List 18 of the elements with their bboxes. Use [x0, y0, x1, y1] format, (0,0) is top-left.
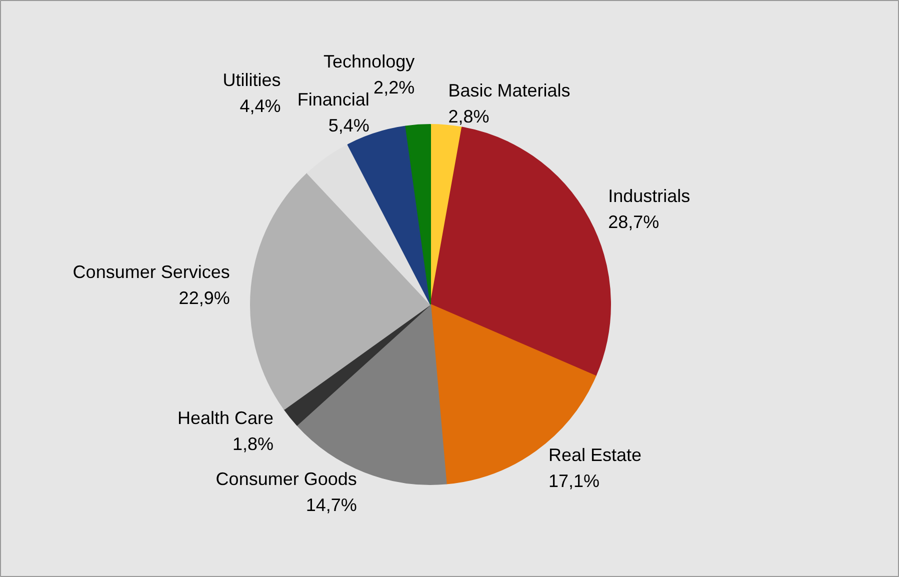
data-label: 14,7% [306, 495, 357, 516]
slice-label: Health Care [178, 408, 274, 428]
data-label: 28,7% [608, 212, 660, 232]
data-label: 2,2% [374, 78, 415, 98]
data-label: 22,9% [178, 288, 230, 308]
slice-label: Consumer Services [72, 262, 230, 282]
slice-label: Basic Materials [448, 80, 570, 101]
slice-label: Technology [324, 52, 415, 72]
data-label: 17,1% [548, 470, 600, 491]
slice-label: Industrials [608, 186, 690, 206]
data-label: 2,8% [448, 106, 490, 127]
slice-label: Utilities [222, 70, 281, 90]
slice-label: Financial [297, 89, 370, 110]
slice-label: Consumer Goods [216, 469, 357, 490]
slice-label: Real Estate [548, 444, 642, 465]
data-label: 5,4% [328, 115, 370, 136]
data-label: 1,8% [232, 434, 274, 454]
data-label: 4,4% [240, 96, 281, 116]
